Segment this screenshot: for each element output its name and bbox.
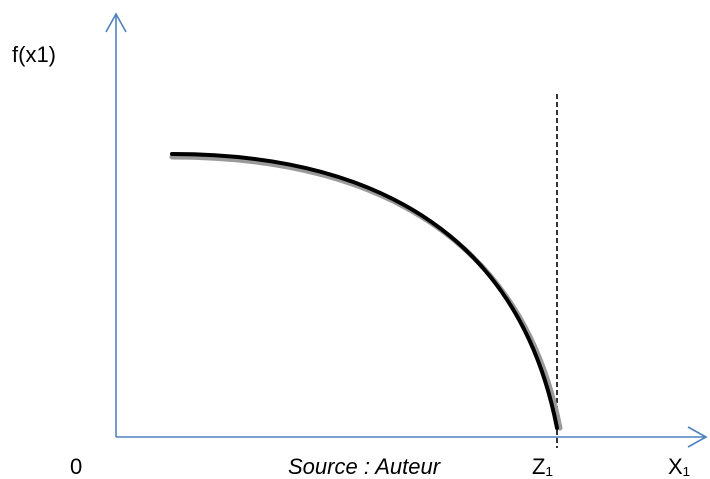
y-axis-arrowhead bbox=[105, 12, 127, 33]
curve bbox=[170, 152, 559, 430]
source-caption: Source : Auteur bbox=[288, 454, 441, 479]
origin-label: 0 bbox=[70, 454, 83, 479]
x-axis-arrowhead bbox=[687, 426, 708, 448]
x-axis-label: X₁ bbox=[668, 454, 691, 479]
y-axis-label: f(x1) bbox=[12, 42, 56, 67]
z-marker-label: Z₁ bbox=[532, 454, 553, 479]
